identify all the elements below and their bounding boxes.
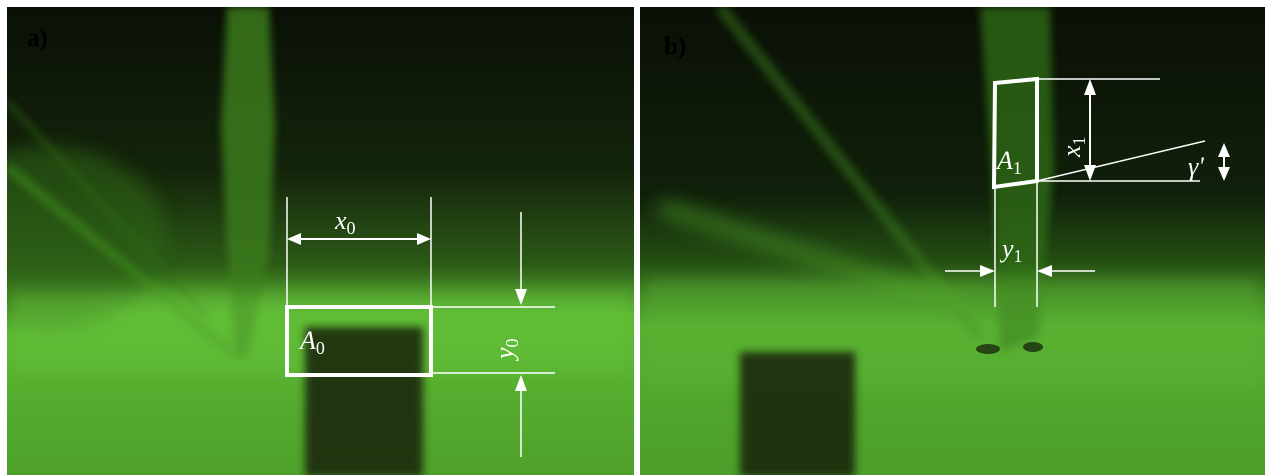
label-y1: y1 <box>999 234 1023 266</box>
label-gamma: γ' <box>1188 152 1204 181</box>
photo-panel-a: x0 A0 y0 <box>7 7 634 475</box>
label-x1: x1 <box>1057 136 1089 158</box>
label-a1: A1 <box>995 146 1022 178</box>
panel-label-a: a) <box>27 25 48 52</box>
panel-a: x0 A0 y0 a) <box>7 7 634 475</box>
annotations-panel-b <box>945 76 1230 307</box>
label-x0: x0 <box>334 206 356 238</box>
panel-b: A1 x1 y1 γ' b) <box>640 7 1265 475</box>
label-a0: A0 <box>298 326 325 358</box>
panel-label-b: b) <box>664 33 687 60</box>
photo-panel-b: A1 x1 y1 γ' <box>640 7 1265 475</box>
area-rect-a0 <box>285 305 433 377</box>
label-y0: y0 <box>490 338 522 362</box>
annotations-panel-a <box>285 197 555 457</box>
